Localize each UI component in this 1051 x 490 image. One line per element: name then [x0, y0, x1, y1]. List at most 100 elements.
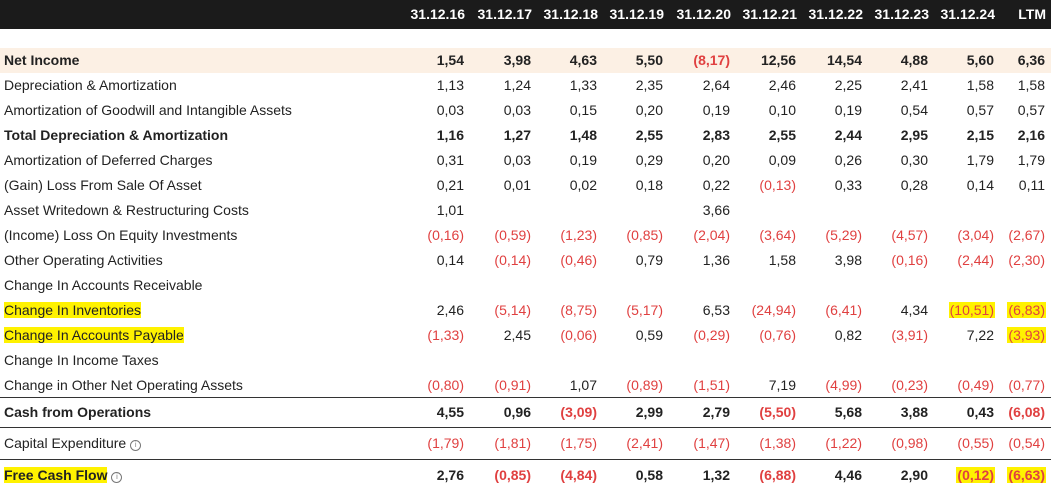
- table-row: Amortization of Goodwill and Intangible …: [0, 98, 1051, 123]
- table-cell: 0,03: [401, 98, 465, 123]
- column-header[interactable]: 31.12.20: [676, 6, 732, 22]
- cell-value: (5,29): [825, 227, 862, 243]
- table-cell: (0,76): [733, 323, 797, 348]
- table-cell: 0,31: [401, 148, 465, 173]
- cell-value: 2,76: [436, 467, 464, 483]
- table-cell: (0,55): [931, 428, 995, 458]
- table-cell: 7,19: [733, 373, 797, 398]
- cell-value: (8,17): [693, 52, 730, 68]
- column-header[interactable]: 31.12.18: [543, 6, 599, 22]
- cell-value: 2,35: [635, 77, 663, 93]
- table-cell: (0,16): [401, 223, 465, 248]
- table-cell: (6,88): [733, 460, 797, 490]
- table-cell: 0,19: [667, 98, 731, 123]
- table-row: (Income) Loss On Equity Investments (0,16…: [0, 223, 1051, 248]
- column-header[interactable]: LTM: [1018, 6, 1046, 22]
- info-icon[interactable]: i: [130, 440, 142, 451]
- cell-value: 6,53: [702, 302, 730, 318]
- table-cell: 2,41: [865, 73, 929, 98]
- table-cell: (2,04): [667, 223, 731, 248]
- table-cell: [600, 348, 664, 373]
- column-header[interactable]: 31.12.16: [410, 6, 466, 22]
- table-row: Change In Accounts Receivable: [0, 273, 1051, 298]
- column-header[interactable]: 31.12.19: [609, 6, 665, 22]
- table-cell: 2,25: [799, 73, 863, 98]
- table-cell: [982, 273, 1046, 298]
- row-label-text: Amortization of Goodwill and Intangible …: [4, 102, 292, 118]
- cell-value: (0,06): [560, 327, 597, 343]
- table-cell: 1,32: [667, 460, 731, 490]
- cell-value: 0,26: [834, 152, 862, 168]
- cell-value: 2,16: [1017, 127, 1045, 143]
- cell-value: (6,63): [1007, 467, 1046, 483]
- cell-value: 2,79: [702, 404, 730, 420]
- table-cell: (3,91): [865, 323, 929, 348]
- cell-value: (4,84): [560, 467, 597, 483]
- cell-value: 2,44: [834, 127, 862, 143]
- table-cell: (1,79): [401, 428, 465, 458]
- cell-value: 0,20: [635, 102, 663, 118]
- column-header[interactable]: 31.12.17: [477, 6, 533, 22]
- table-cell: (0,59): [468, 223, 532, 248]
- table-cell: (1,81): [468, 428, 532, 458]
- cell-value: 1,33: [569, 77, 597, 93]
- cell-value: (3,09): [560, 404, 597, 420]
- table-cell: 0,14: [931, 173, 995, 198]
- cell-value: 0,57: [1017, 102, 1045, 118]
- table-cell: 1,13: [401, 73, 465, 98]
- table-cell: 4,34: [865, 298, 929, 323]
- cell-value: (24,94): [751, 302, 796, 318]
- column-header[interactable]: 31.12.24: [940, 6, 996, 22]
- cell-value: 0,14: [966, 177, 994, 193]
- cell-value: (1,33): [427, 327, 464, 343]
- cell-value: (1,22): [825, 435, 862, 451]
- cell-value: (1,47): [693, 435, 730, 451]
- column-header[interactable]: 31.12.22: [808, 6, 864, 22]
- table-cell: 1,24: [468, 73, 532, 98]
- table-cell: [667, 273, 731, 298]
- table-cell: 12,56: [733, 48, 797, 73]
- cell-value: (0,14): [494, 252, 531, 268]
- cell-value: (0,16): [427, 227, 464, 243]
- table-cell: (1,51): [667, 373, 731, 398]
- cell-value: (0,55): [957, 435, 994, 451]
- cell-value: 0,15: [569, 102, 597, 118]
- row-label-text: Free Cash Flow: [4, 467, 108, 483]
- cell-value: (0,16): [891, 252, 928, 268]
- cell-value: 1,32: [702, 467, 730, 483]
- column-header[interactable]: 31.12.21: [742, 6, 798, 22]
- table-cell: (0,85): [468, 460, 532, 490]
- table-cell: (2,41): [600, 428, 664, 458]
- cell-value: (8,75): [560, 302, 597, 318]
- row-label-text: Amortization of Deferred Charges: [4, 152, 213, 168]
- table-cell: 0,29: [600, 148, 664, 173]
- cell-value: (2,67): [1008, 227, 1045, 243]
- column-header[interactable]: 31.12.23: [874, 6, 930, 22]
- table-cell: [799, 273, 863, 298]
- table-row: Free Cash Flow i 2,76 (0,85) (4,84) 0,58 1,32 (…: [0, 459, 1051, 490]
- table-cell: 5,50: [600, 48, 664, 73]
- table-cell: (0,14): [468, 248, 532, 273]
- table-cell: (4,57): [865, 223, 929, 248]
- table-cell: 1,16: [401, 123, 465, 148]
- table-cell: [401, 348, 465, 373]
- table-cell: [401, 273, 465, 298]
- info-icon[interactable]: i: [111, 472, 123, 483]
- row-label: Change In Inventories: [4, 298, 141, 323]
- cell-value: (3,93): [1007, 327, 1046, 343]
- table-cell: (5,29): [799, 223, 863, 248]
- table-cell: [468, 348, 532, 373]
- table-cell: 0,18: [600, 173, 664, 198]
- cell-value: 1,16: [436, 127, 464, 143]
- cell-value: (0,77): [1008, 377, 1045, 393]
- table-cell: 2,83: [667, 123, 731, 148]
- table-cell: (0,89): [600, 373, 664, 398]
- cell-value: (1,81): [494, 435, 531, 451]
- table-cell: 2,44: [799, 123, 863, 148]
- table-cell: 1,54: [401, 48, 465, 73]
- table-cell: [733, 273, 797, 298]
- table-cell: 1,27: [468, 123, 532, 148]
- table-row: Amortization of Deferred Charges 0,31 0,03…: [0, 148, 1051, 173]
- table-cell: (0,54): [982, 428, 1046, 458]
- cell-value: (1,51): [693, 377, 730, 393]
